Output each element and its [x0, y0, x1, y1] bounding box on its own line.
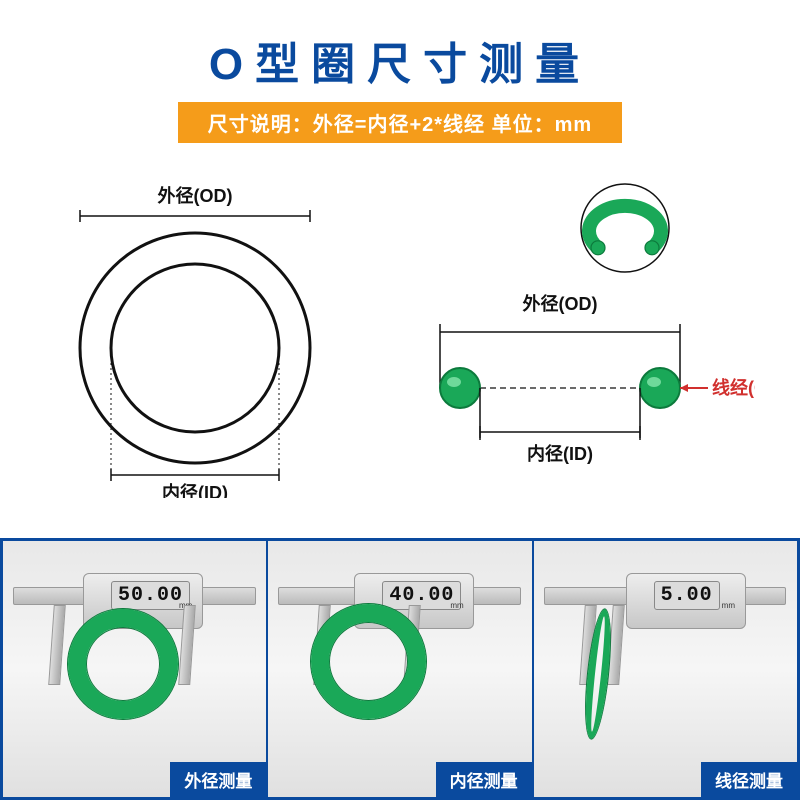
gallery-item: 40.00mm内径测量	[268, 541, 533, 797]
gallery-item: 50.00mm外径测量	[3, 541, 268, 797]
page-title: O型圈尺寸测量	[0, 28, 800, 92]
gallery-caption: 内径测量	[436, 762, 532, 797]
oring-icon	[68, 609, 178, 719]
oring-icon	[311, 604, 426, 719]
diagram-cross-section: 外径(OD) 线经(CS) 内径(ID)	[395, 178, 755, 503]
gallery-caption: 外径测量	[170, 762, 266, 797]
cross-section-svg: 外径(OD) 线经(CS) 内径(ID)	[395, 178, 755, 498]
gallery-item: 5.00mm线径测量	[534, 541, 797, 797]
caliper-reading: 5.00	[654, 581, 720, 610]
diagrams-row: 外径(OD) 内径(ID) 外径(OD) 线经(CS) 内径(ID)	[0, 143, 800, 538]
svg-text:外径(OD): 外径(OD)	[523, 293, 598, 314]
gallery-caption: 线径测量	[701, 762, 797, 797]
top-view-svg: 外径(OD) 内径(ID)	[45, 178, 345, 498]
page: O型圈尺寸测量 尺寸说明：外径=内径+2*线经 单位：mm 外径(OD) 内径(I…	[0, 0, 800, 800]
subtitle-bar: 尺寸说明：外径=内径+2*线经 单位：mm	[178, 102, 622, 143]
diagram-top-view: 外径(OD) 内径(ID)	[45, 178, 345, 503]
svg-text:内径(ID): 内径(ID)	[527, 443, 593, 464]
svg-text:外径(OD): 外径(OD)	[158, 185, 233, 206]
svg-text:线经(CS): 线经(CS)	[712, 377, 755, 398]
svg-text:内径(ID): 内径(ID)	[162, 482, 228, 498]
measurement-gallery: 50.00mm外径测量40.00mm内径测量5.00mm线径测量	[0, 538, 800, 800]
